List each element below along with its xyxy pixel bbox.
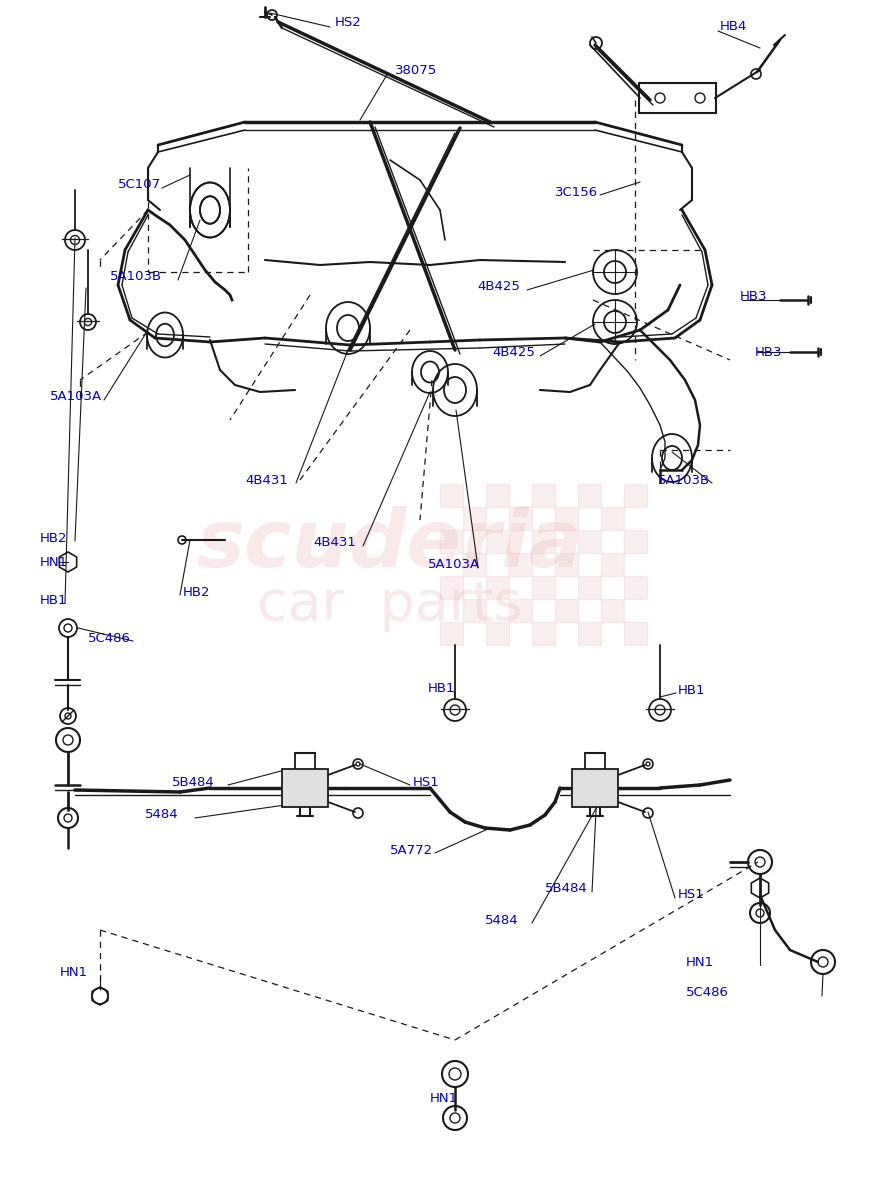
Bar	[601, 506, 624, 530]
Bar	[578, 576, 601, 599]
Bar	[555, 506, 578, 530]
Text: HN1: HN1	[430, 1092, 458, 1104]
Text: HN1: HN1	[40, 556, 69, 569]
Text: HB1: HB1	[678, 684, 706, 696]
Text: HB1: HB1	[40, 594, 68, 606]
Text: 5C486: 5C486	[88, 631, 131, 644]
Text: 4B431: 4B431	[313, 536, 356, 550]
Text: HB3: HB3	[740, 290, 767, 304]
Bar	[532, 484, 555, 506]
Bar	[555, 553, 578, 576]
Bar	[463, 599, 486, 622]
Bar	[509, 553, 532, 576]
Text: HN1: HN1	[60, 966, 88, 978]
Bar	[440, 576, 463, 599]
FancyBboxPatch shape	[572, 769, 618, 806]
Text: HB1: HB1	[428, 682, 456, 695]
Text: HS2: HS2	[335, 17, 361, 30]
Text: scuderia: scuderia	[197, 506, 584, 584]
Text: HS1: HS1	[678, 888, 705, 901]
FancyBboxPatch shape	[282, 769, 328, 806]
Bar	[578, 530, 601, 553]
Bar	[486, 576, 509, 599]
Bar	[601, 553, 624, 576]
Bar	[440, 530, 463, 553]
Text: 3C156: 3C156	[555, 186, 598, 198]
Bar	[486, 622, 509, 646]
Text: 5484: 5484	[145, 809, 179, 822]
Bar	[532, 576, 555, 599]
Bar	[532, 622, 555, 646]
Text: 5A103B: 5A103B	[658, 474, 710, 486]
Text: HB2: HB2	[183, 586, 211, 599]
Bar	[578, 622, 601, 646]
Text: 38075: 38075	[395, 64, 437, 77]
Bar	[440, 484, 463, 506]
Bar	[486, 484, 509, 506]
Bar	[463, 553, 486, 576]
Text: 4B425: 4B425	[492, 347, 535, 360]
Bar	[509, 599, 532, 622]
Bar	[601, 599, 624, 622]
Text: HN1: HN1	[686, 955, 714, 968]
Text: 5B484: 5B484	[545, 882, 587, 895]
Bar	[509, 506, 532, 530]
Text: HB4: HB4	[720, 20, 748, 34]
Bar	[440, 622, 463, 646]
Bar	[624, 576, 647, 599]
Text: 5C107: 5C107	[118, 179, 161, 192]
Bar	[578, 484, 601, 506]
Text: HB2: HB2	[40, 532, 68, 545]
Text: HS1: HS1	[413, 775, 440, 788]
Bar	[624, 622, 647, 646]
Text: 5A772: 5A772	[390, 844, 433, 857]
Bar	[624, 530, 647, 553]
Text: 5A103A: 5A103A	[50, 390, 102, 403]
Text: car  parts: car parts	[257, 578, 522, 632]
Text: 4B431: 4B431	[245, 474, 287, 486]
Text: 5A103B: 5A103B	[110, 270, 162, 283]
Text: HB3: HB3	[755, 346, 782, 359]
Bar	[532, 530, 555, 553]
Text: 4B425: 4B425	[477, 281, 520, 294]
Text: 5B484: 5B484	[172, 775, 214, 788]
Text: 5C486: 5C486	[686, 986, 729, 1000]
Bar	[555, 599, 578, 622]
Bar	[624, 484, 647, 506]
Bar	[486, 530, 509, 553]
Text: 5A103A: 5A103A	[428, 558, 480, 571]
Text: 5484: 5484	[485, 913, 519, 926]
Bar	[463, 506, 486, 530]
